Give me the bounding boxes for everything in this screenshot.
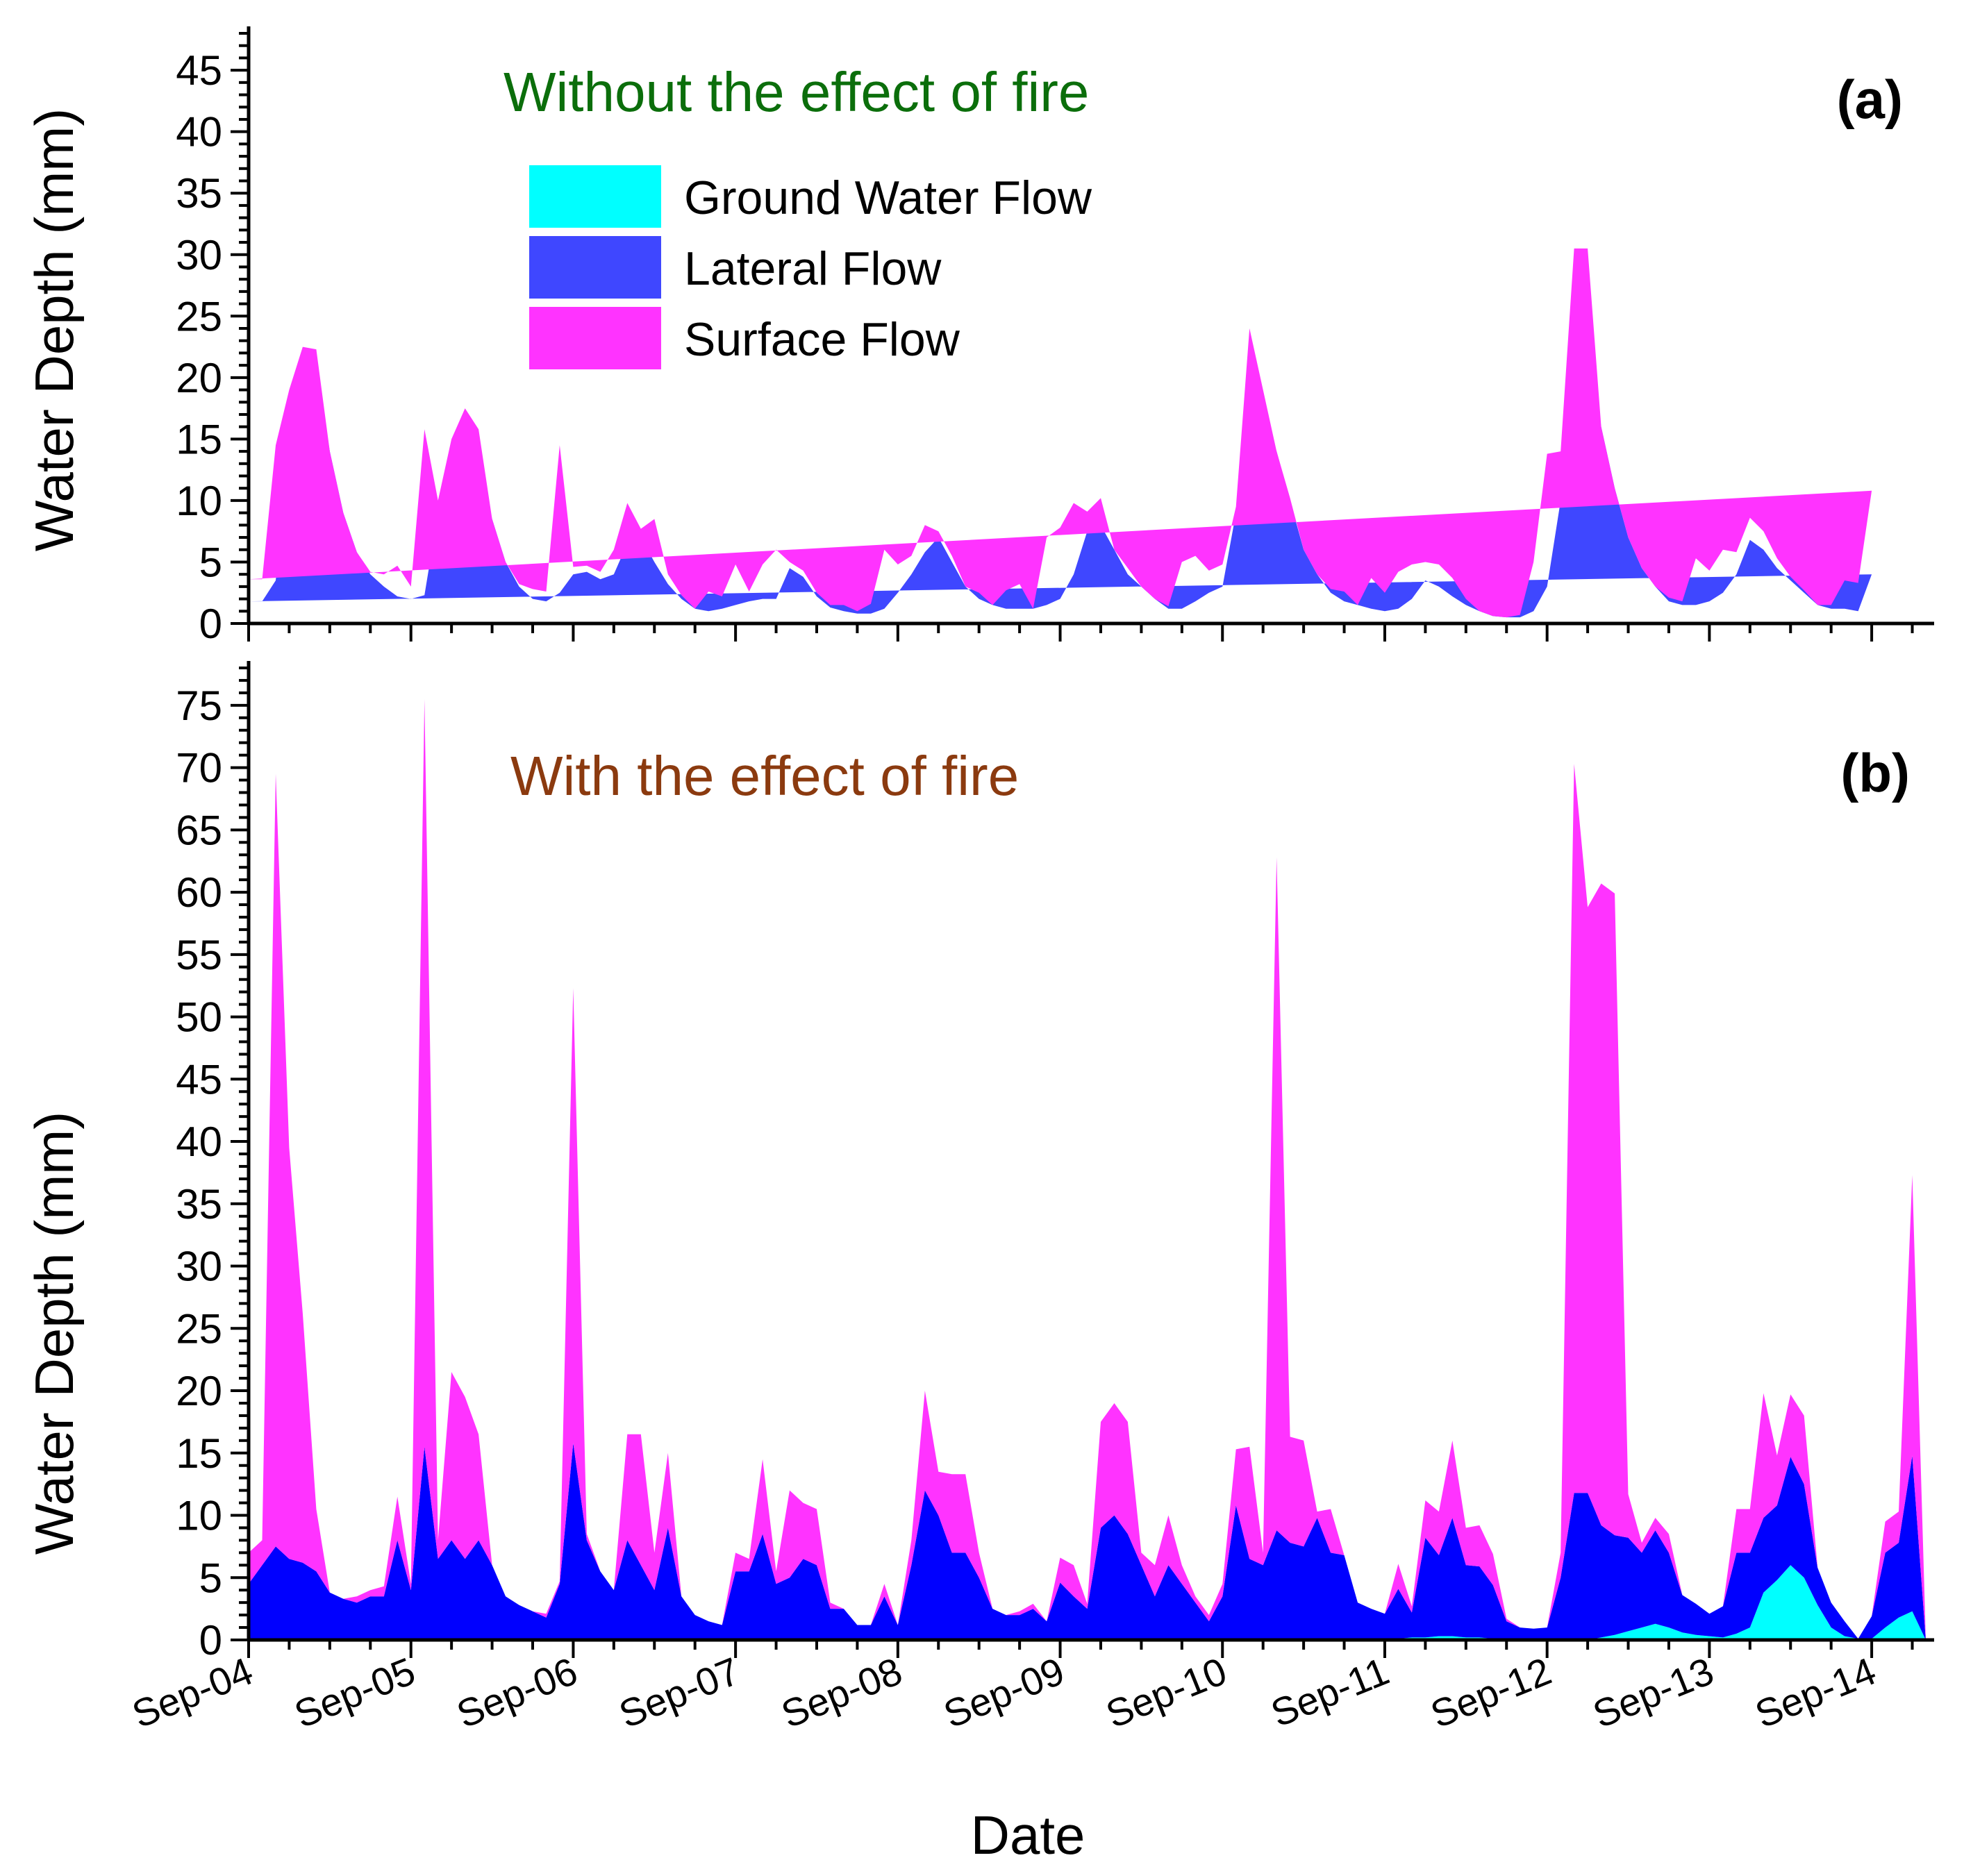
panel-b-y-axis-label: Water Depth (mm) bbox=[24, 1112, 85, 1555]
panel-b-y-tick-label: 20 bbox=[176, 1368, 222, 1414]
panel-b-y-axis-ticks: 0 5 10 15 20 25 30 35 40 45 50 55 60 65 70 75 bbox=[176, 667, 249, 1664]
panel-a-y-axis-label: Water Depth (mm) bbox=[24, 108, 85, 552]
x-axis-label: Date bbox=[971, 1804, 1085, 1866]
panel-b-y-tick-label: 75 bbox=[176, 682, 222, 729]
panel-b-y-tick-label: 5 bbox=[199, 1555, 222, 1601]
panel-b: 0 5 10 15 20 25 30 35 40 45 50 55 60 65 70 75 Water Dep… bbox=[24, 667, 1926, 1866]
panel-b-y-tick-label: 25 bbox=[176, 1305, 222, 1352]
panel-b-y-tick-label: 50 bbox=[176, 994, 222, 1041]
x-tick-label: Sep-07 bbox=[613, 1649, 746, 1736]
panel-a-y-axis-ticks: 0 5 10 15 20 25 30 35 40 45 bbox=[176, 32, 249, 647]
panel-a-label: (a) bbox=[1837, 69, 1903, 130]
panel-b-area-lateral-flow bbox=[249, 1443, 1926, 1640]
panel-b-y-tick-label: 10 bbox=[176, 1493, 222, 1539]
panel-a-y-tick-label: 40 bbox=[176, 109, 222, 156]
panel-b-label: (b) bbox=[1840, 742, 1910, 803]
x-tick-label: Sep-14 bbox=[1749, 1649, 1882, 1736]
panel-a-y-tick-label: 10 bbox=[176, 478, 222, 524]
x-tick-label: Sep-05 bbox=[288, 1649, 421, 1736]
panel-b-y-tick-label: 30 bbox=[176, 1243, 222, 1290]
panel-a-areas bbox=[249, 248, 1872, 618]
x-tick-label: Sep-12 bbox=[1424, 1649, 1557, 1736]
panel-b-y-tick-label: 65 bbox=[176, 807, 222, 853]
panel-b-y-tick-label: 40 bbox=[176, 1119, 222, 1165]
legend-swatch-surface bbox=[529, 307, 661, 369]
panel-b-y-tick-label: 45 bbox=[176, 1056, 222, 1103]
panel-a-y-tick-label: 25 bbox=[176, 293, 222, 340]
x-tick-label: Sep-06 bbox=[451, 1649, 583, 1736]
x-tick-label: Sep-04 bbox=[126, 1649, 258, 1736]
legend-swatch-lateral bbox=[529, 236, 661, 299]
legend-label-surface: Surface Flow bbox=[684, 313, 960, 366]
panel-b-y-tick-label: 60 bbox=[176, 869, 222, 916]
x-tick-label: Sep-10 bbox=[1100, 1649, 1233, 1736]
panel-a-y-tick-label: 30 bbox=[176, 232, 222, 278]
panel-a-y-tick-label: 5 bbox=[199, 539, 222, 585]
panel-a: 0 5 10 15 20 25 30 35 40 45 Water Depth (mm) With… bbox=[24, 32, 1903, 647]
panel-b-areas bbox=[249, 698, 1926, 1640]
legend-swatch-ground-water bbox=[529, 165, 661, 228]
panel-a-y-tick-label: 20 bbox=[176, 355, 222, 401]
legend: Ground Water Flow Lateral Flow Surface F… bbox=[529, 165, 1092, 369]
panel-a-y-tick-label: 35 bbox=[176, 170, 222, 217]
panel-a-title: Without the effect of fire bbox=[504, 61, 1089, 123]
panel-b-y-tick-label: 70 bbox=[176, 745, 222, 792]
panel-b-area-ground-water-flow bbox=[249, 1565, 1926, 1640]
panel-b-y-tick-label: 15 bbox=[176, 1430, 222, 1477]
panel-b-title: With the effect of fire bbox=[510, 745, 1019, 807]
x-axis-ticks: Sep-04 Sep-05 Sep-06 Sep-07 Sep-08 Sep-09 Sep-… bbox=[126, 1640, 1914, 1736]
panel-a-area-lateral-flow bbox=[249, 340, 1872, 618]
panel-b-y-tick-label: 0 bbox=[199, 1617, 222, 1664]
x-tick-label: Sep-13 bbox=[1587, 1649, 1720, 1736]
legend-label-ground-water: Ground Water Flow bbox=[684, 171, 1092, 224]
panel-b-y-tick-label: 35 bbox=[176, 1181, 222, 1228]
panel-b-area-surface-flow bbox=[249, 698, 1926, 1640]
panel-a-area-surface-flow bbox=[249, 248, 1872, 618]
panel-a-y-tick-label: 0 bbox=[199, 601, 222, 647]
panel-a-y-tick-label: 15 bbox=[176, 416, 222, 462]
x-tick-label: Sep-11 bbox=[1265, 1649, 1395, 1736]
legend-label-lateral: Lateral Flow bbox=[684, 242, 942, 295]
axes-lines bbox=[247, 26, 1934, 1642]
x-tick-label: Sep-08 bbox=[775, 1649, 908, 1736]
panel-b-y-tick-label: 55 bbox=[176, 932, 222, 978]
panel-a-y-tick-label: 45 bbox=[176, 47, 222, 94]
x-tick-label: Sep-09 bbox=[938, 1649, 1070, 1736]
